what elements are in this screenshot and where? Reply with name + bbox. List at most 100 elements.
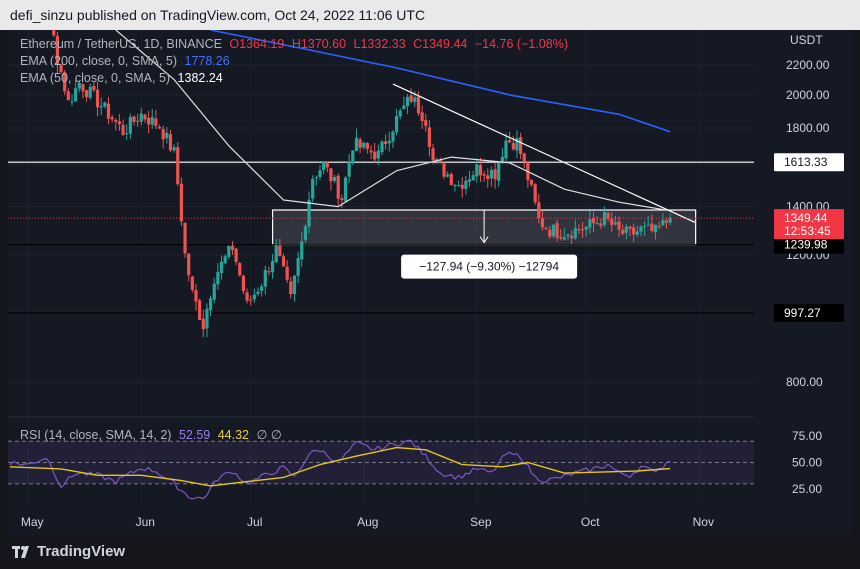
candle-body (478, 165, 483, 176)
candle-body (194, 289, 198, 302)
candle-body (314, 177, 318, 179)
candle-body (190, 276, 194, 290)
candle-body (456, 185, 461, 187)
candle-body (486, 175, 490, 180)
candle-body (285, 266, 289, 280)
candle-body (628, 226, 632, 229)
candle-body (551, 224, 556, 237)
candle-body (99, 106, 103, 108)
candle-body (157, 126, 162, 129)
candle-body (358, 139, 362, 148)
candle-body (201, 318, 205, 330)
candle-body (606, 212, 610, 219)
candle-body (154, 118, 158, 127)
candle-body (646, 224, 650, 226)
candle-body (234, 248, 238, 262)
candle-body (289, 281, 293, 295)
rsi-tick-label: 50.00 (792, 456, 822, 470)
candle-body (270, 261, 275, 273)
candle-body (216, 271, 220, 285)
candle-body (580, 229, 585, 231)
candle-body (365, 143, 370, 149)
last-price-tag-text: 1349.44 (784, 211, 828, 225)
candle-body (176, 147, 180, 185)
candle-body (300, 241, 304, 260)
level-tag-text: 997.27 (784, 306, 821, 320)
candle-body (81, 84, 85, 92)
candle-body (650, 223, 654, 231)
candle-body (245, 292, 249, 301)
x-tick-label: Jul (247, 515, 262, 529)
candle-body (537, 202, 541, 219)
candle-body (500, 156, 504, 162)
ema200-value: 1778.26 (184, 54, 230, 68)
chart-frame[interactable]: −127.94 (−9.30%) −12794 USDT800.001000.0… (8, 30, 852, 535)
candle-body (653, 224, 658, 233)
x-tick-label: May (21, 515, 44, 529)
chart-svg[interactable]: −127.94 (−9.30%) −12794 USDT800.001000.0… (8, 30, 852, 535)
x-tick-label: Nov (693, 515, 714, 529)
candle-body (427, 127, 432, 148)
candle-body (281, 256, 286, 267)
candle-body (263, 269, 267, 287)
candle-body (562, 237, 566, 240)
candle-body (497, 163, 501, 181)
brand-text: TradingView (37, 543, 126, 560)
tradingview-logo[interactable]: TradingView (12, 543, 125, 560)
candle-body (205, 308, 209, 329)
candle-body (639, 226, 643, 232)
candle-body (311, 179, 315, 199)
symbol-label: Ethereum / TetherUS, 1D, BINANCE (20, 37, 222, 51)
candle-body (591, 217, 596, 224)
candle-body (278, 245, 282, 256)
candle-body (413, 97, 417, 102)
candle-body (613, 222, 618, 225)
candle-body (467, 179, 472, 182)
candle-body (409, 95, 413, 102)
candle-body (208, 298, 213, 311)
candle-body (343, 177, 348, 202)
rsi-label: RSI (14, close, SMA, 14, 2) (20, 428, 172, 442)
rsi-tick-label: 75.00 (792, 429, 822, 443)
ema-lines (115, 30, 671, 212)
x-tick-label: Aug (357, 515, 378, 529)
candle-body (460, 184, 464, 189)
x-tick-label: Sep (470, 515, 492, 529)
candle-body (515, 138, 519, 151)
candle-body (198, 300, 202, 320)
level-lines (8, 161, 774, 314)
candle-body (642, 225, 647, 227)
candle-body (351, 150, 355, 164)
level-tag-text: 1613.33 (784, 155, 828, 169)
candle-body (416, 96, 421, 114)
measure-label-box (401, 254, 578, 279)
ema200-label: EMA (200, close, 0, SMA, 5) (20, 54, 178, 68)
candle-body (172, 147, 176, 151)
candle-body (84, 90, 89, 98)
candle-body (74, 88, 78, 102)
candle-body (475, 164, 479, 177)
footer: TradingView (0, 535, 860, 569)
candle-body (143, 114, 147, 120)
candle-body (420, 112, 424, 121)
rsi-value: 52.59 (178, 428, 211, 442)
candle-body (431, 148, 435, 161)
candle-body (595, 222, 599, 225)
candle-body (373, 151, 377, 160)
y-tick-label: 2000.00 (786, 88, 830, 102)
candle-body (570, 235, 574, 239)
candle-body (95, 89, 100, 108)
candle-body (577, 229, 581, 231)
candle-body (504, 140, 508, 159)
candle-body (150, 117, 154, 125)
candle-body (227, 245, 231, 257)
candle-body (318, 170, 322, 177)
candle-body (533, 184, 537, 203)
candle-body (471, 175, 475, 181)
axis-bg (754, 30, 852, 535)
rsi-extra: ∅ ∅ (256, 428, 282, 442)
candle-body (168, 134, 173, 151)
axis-currency: USDT (790, 33, 823, 47)
ema50-line (115, 30, 671, 212)
